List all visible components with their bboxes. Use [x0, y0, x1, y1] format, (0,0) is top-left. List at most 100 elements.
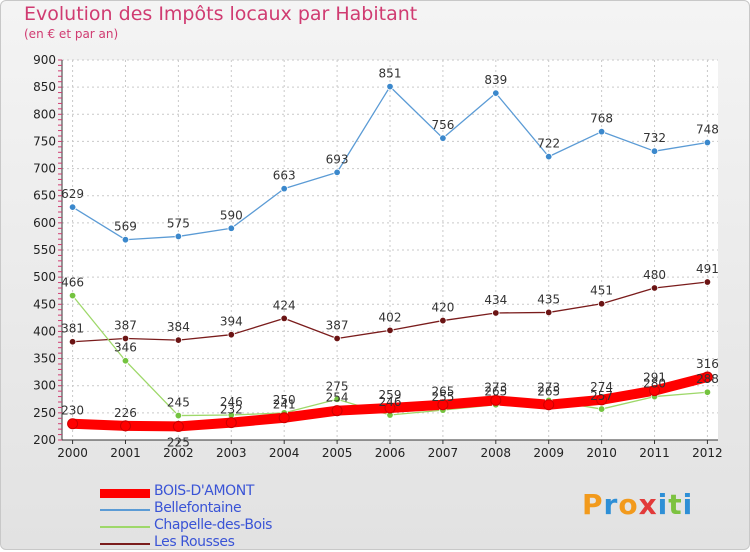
data-label: 732: [643, 131, 666, 145]
logo-letter: r: [603, 488, 619, 521]
y-tick-label: 850: [33, 80, 56, 94]
data-point: [386, 326, 394, 335]
data-label: 265: [484, 385, 507, 399]
data-point: [174, 232, 183, 241]
data-point: [280, 314, 288, 323]
data-label: 575: [167, 216, 190, 230]
x-tick-label: 2001: [110, 446, 141, 460]
data-point: [492, 89, 500, 97]
data-label: 491: [696, 262, 719, 276]
data-label: 387: [326, 318, 349, 332]
y-tick-label: 500: [33, 270, 56, 284]
logo-letter: x: [638, 488, 658, 521]
x-tick-label: 2003: [216, 446, 247, 460]
data-point: [597, 127, 606, 136]
data-point: [174, 336, 183, 344]
data-point: [121, 357, 130, 365]
y-tick-label: 350: [33, 352, 56, 366]
data-label: 590: [220, 208, 243, 222]
data-label: 451: [590, 284, 613, 298]
data-label: 381: [61, 322, 84, 336]
legend-swatch: [100, 543, 150, 545]
data-point: [225, 417, 237, 429]
data-point: [333, 168, 341, 177]
data-point: [703, 138, 712, 147]
logo-letter: i: [657, 488, 669, 521]
data-point: [703, 388, 712, 396]
data-label: 259: [379, 388, 402, 402]
x-tick-label: 2006: [375, 446, 406, 460]
data-point: [703, 278, 712, 286]
data-label: 291: [643, 371, 666, 385]
data-point: [386, 82, 394, 91]
data-label: 384: [167, 320, 190, 334]
data-label: 722: [537, 137, 560, 151]
data-point: [67, 418, 79, 430]
x-tick-label: 2002: [163, 446, 194, 460]
data-point: [545, 308, 553, 317]
data-label: 420: [431, 301, 454, 315]
legend-label: Bellefontaine: [154, 500, 242, 516]
data-label: 346: [114, 341, 137, 355]
data-point: [384, 402, 396, 414]
data-point: [650, 284, 659, 292]
data-point: [227, 224, 235, 232]
data-point: [172, 420, 184, 432]
y-tick-label: 200: [33, 433, 56, 447]
data-label: 245: [167, 396, 190, 410]
data-label: 275: [326, 379, 349, 393]
y-tick-label: 700: [33, 162, 56, 176]
data-label: 402: [379, 310, 402, 324]
legend-label: Chapelle-des-Bois: [154, 517, 273, 533]
y-tick-label: 550: [33, 243, 56, 257]
data-label: 756: [431, 118, 454, 132]
x-tick-label: 2005: [322, 446, 353, 460]
data-label: 250: [273, 393, 296, 407]
data-label: 693: [326, 152, 349, 166]
legend-label: Les Rousses: [154, 534, 235, 550]
legend-swatch: [100, 526, 150, 528]
x-tick-label: 2008: [481, 446, 512, 460]
x-tick-label: 2009: [533, 446, 564, 460]
logo-letter: P: [582, 488, 604, 521]
data-label: 232: [220, 403, 243, 417]
data-point: [650, 147, 659, 155]
data-point: [439, 134, 447, 142]
data-point: [545, 152, 553, 161]
data-label: 480: [643, 268, 666, 282]
data-point: [333, 334, 341, 343]
proxiti-logo: Proxiti: [582, 488, 693, 521]
data-point: [596, 394, 608, 406]
data-label: 394: [220, 315, 243, 329]
data-label: 280: [643, 377, 666, 391]
data-point: [68, 203, 77, 211]
y-tick-label: 300: [33, 379, 56, 393]
data-point: [68, 338, 77, 346]
logo-letter: o: [618, 488, 639, 521]
y-tick-label: 450: [33, 297, 56, 311]
data-point: [121, 235, 130, 244]
data-point: [174, 411, 183, 420]
y-tick-label: 400: [33, 324, 56, 338]
data-label: 265: [431, 385, 454, 399]
data-point: [437, 399, 449, 411]
data-label: 768: [590, 112, 613, 126]
x-tick-label: 2011: [639, 446, 670, 460]
y-tick-label: 600: [33, 216, 56, 230]
data-label: 255: [431, 390, 454, 404]
data-label: 265: [537, 385, 560, 399]
data-point: [490, 394, 502, 406]
data-label: 434: [484, 293, 507, 307]
data-label: 839: [484, 73, 507, 87]
data-label: 316: [696, 357, 719, 371]
data-label: 629: [61, 187, 84, 201]
data-point: [597, 300, 606, 308]
data-point: [597, 405, 606, 413]
chart-title: Evolution des Impôts locaux par Habitant: [24, 3, 418, 25]
data-point: [543, 399, 555, 411]
data-point: [492, 309, 500, 317]
data-point: [439, 316, 447, 325]
y-tick-label: 800: [33, 107, 56, 121]
data-label: 569: [114, 220, 137, 234]
data-point: [119, 420, 131, 432]
